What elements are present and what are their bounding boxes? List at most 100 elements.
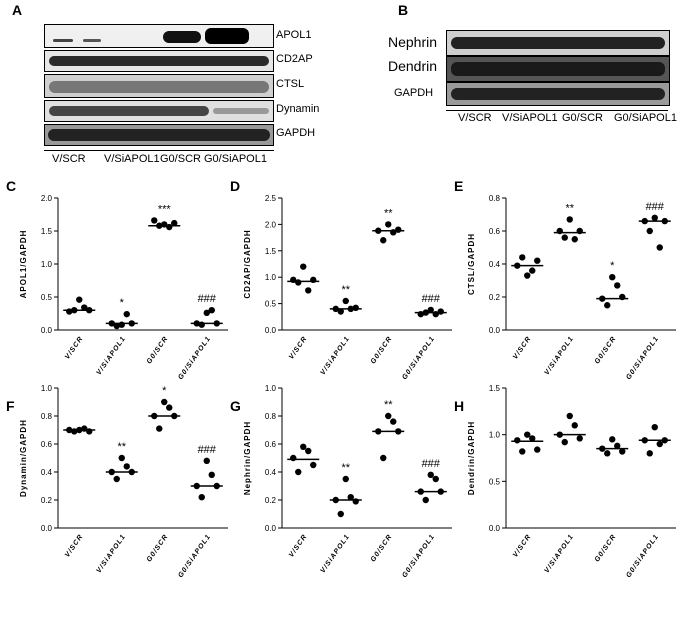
y-tick-label: 2.0 [41, 194, 53, 203]
panel-letter-h: H [454, 398, 465, 414]
data-point [113, 475, 120, 483]
data-point [380, 237, 387, 244]
data-point [651, 214, 658, 221]
data-point [524, 272, 531, 279]
x-tick-label: G0/SCR [594, 533, 618, 563]
data-point [347, 494, 354, 501]
panel-letter-a: A [12, 2, 23, 18]
band [451, 62, 665, 76]
y-tick-label: 0.5 [41, 293, 53, 302]
y-tick-label: 0.6 [265, 440, 277, 449]
data-point [198, 494, 205, 501]
data-point [427, 471, 434, 478]
significance-label: * [610, 260, 615, 272]
data-point [352, 304, 359, 312]
y-tick-label: 0.2 [489, 293, 501, 302]
data-point [151, 217, 158, 224]
x-tick-label: G0/SiAPOL1 [401, 335, 436, 381]
y-tick-label: 0.8 [41, 412, 53, 421]
band [163, 31, 201, 43]
data-point [609, 274, 616, 281]
blot-a-label-cd2ap: CD2AP [276, 53, 313, 65]
data-point [422, 496, 429, 504]
x-tick-label: G0/SiAPOL1 [625, 533, 660, 579]
data-point [198, 321, 205, 328]
data-point [76, 296, 83, 303]
data-point [604, 450, 611, 457]
blot-a-row-dynamin [44, 100, 274, 122]
y-axis-label: CD2AP/GAPDH [243, 229, 252, 298]
y-tick-label: 0.5 [489, 477, 501, 486]
data-point [646, 450, 653, 457]
significance-label: ** [384, 207, 393, 219]
x-tick-label: G0/SCR [594, 335, 618, 365]
data-point [514, 437, 521, 444]
data-point [156, 425, 163, 432]
blot-a-group-3: G0/SCR [160, 153, 201, 165]
data-point [380, 454, 387, 462]
data-point [619, 448, 626, 455]
data-point [86, 428, 93, 435]
x-tick-label: G0/SCR [146, 533, 170, 563]
chart-e: 0.0 0.2 0.4 0.6 0.8 CTSL/GAPDH V/SCR V/SiAPOL1 *… [467, 194, 676, 381]
data-point [604, 302, 611, 309]
blot-b-row-dendrin [446, 56, 670, 82]
band [83, 39, 101, 42]
data-point [395, 226, 402, 233]
data-point [166, 223, 173, 231]
blot-a-label-gapdh: GAPDH [276, 127, 316, 139]
y-tick-label: 0.6 [489, 227, 501, 236]
blot-b-label-nephrin: Nephrin [388, 34, 438, 50]
blot-b-label-dendrin: Dendrin [388, 58, 438, 74]
blot-b-group-2: V/SiAPOL1 [502, 112, 558, 124]
data-point [352, 498, 359, 505]
data-point [118, 321, 125, 328]
y-tick-label: 1.0 [265, 384, 277, 393]
y-tick-label: 0.6 [41, 440, 53, 449]
blot-a-group-1: V/SCR [52, 153, 86, 165]
blot-b-label-gapdh: GAPDH [394, 87, 434, 99]
data-point [656, 440, 663, 448]
data-point [576, 435, 583, 442]
x-tick-label: V/SCR [288, 533, 309, 559]
band [49, 106, 209, 116]
chart-d: 0.0 0.5 1.0 1.5 2.0 2.5 CD2AP/GAPDH V/SCR V/SiAP… [243, 194, 452, 381]
chart-h: 0.0 0.5 1.0 1.5 Dendrin/GAPDH V/SCR V/SiAPOL1 G… [467, 384, 676, 579]
data-point [561, 438, 568, 446]
y-tick-label: 0.0 [489, 524, 501, 533]
data-point [203, 309, 210, 317]
y-tick-label: 1.0 [489, 431, 501, 440]
y-axis-label: Dynamin/GAPDH [19, 419, 28, 497]
y-tick-label: 0.8 [489, 194, 501, 203]
data-point [566, 216, 573, 223]
y-axis-label: Dendrin/GAPDH [467, 421, 476, 495]
band [49, 81, 269, 93]
chart-g: 0.0 0.2 0.4 0.6 0.8 1.0 Nephrin/GAPDH V/SCR V/Si… [243, 384, 452, 579]
data-point [524, 431, 531, 438]
y-tick-label: 2.5 [265, 194, 277, 203]
data-point [123, 463, 130, 470]
y-tick-label: 1.5 [41, 227, 53, 236]
y-tick-label: 1.0 [41, 384, 53, 393]
blot-a-row-apol1 [44, 24, 274, 48]
blot-a-group-2: V/SiAPOL1 [104, 153, 160, 165]
panel-letter-f: F [6, 398, 15, 414]
significance-label: ### [198, 293, 217, 305]
data-point [161, 398, 168, 406]
data-point [519, 448, 526, 455]
x-tick-label: G0/SiAPOL1 [177, 335, 212, 381]
data-point [171, 219, 178, 227]
significance-label: ### [422, 458, 441, 470]
x-tick-label: V/SCR [288, 335, 309, 361]
data-point [390, 418, 397, 425]
x-tick-label: G0/SiAPOL1 [625, 335, 660, 381]
data-point [656, 244, 663, 251]
data-point [529, 267, 536, 274]
x-tick-label: G0/SCR [370, 335, 394, 365]
blot-b-row-nephrin [446, 30, 670, 56]
y-tick-label: 0.8 [265, 412, 277, 421]
x-tick-label: V/SiAPOL1 [544, 533, 576, 574]
x-tick-label: G0/SiAPOL1 [177, 533, 212, 579]
y-axis-label: CTSL/GAPDH [467, 233, 476, 295]
band [451, 88, 665, 100]
